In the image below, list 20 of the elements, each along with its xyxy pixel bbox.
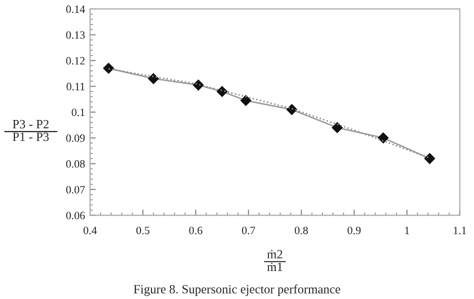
- x-tick-label: 0.9: [348, 226, 361, 234]
- caption: Figure 8. Supersonic ejector performance: [134, 284, 340, 296]
- x-tick-label: 1: [405, 226, 410, 234]
- y-tick-label: 0.09: [66, 134, 85, 142]
- y-tick-label: 0.12: [66, 57, 85, 65]
- y-tick-label: 0.06: [66, 212, 85, 220]
- y-tick-label: 0.07: [66, 186, 85, 194]
- y-tick-label: 0.14: [66, 5, 86, 13]
- x-tick-label: 1.1: [454, 226, 466, 234]
- y-tick-label: 0.08: [66, 160, 85, 168]
- x-tick-label: 0.5: [136, 226, 150, 234]
- x-axis-title: ṁ2 ṁ1: [267, 250, 282, 271]
- y-tick-label: 0.1: [72, 108, 85, 116]
- y-tick-label: 0.11: [66, 82, 85, 90]
- x-tick-label: 0.8: [294, 226, 308, 234]
- x-tick-label: 0.6: [189, 226, 202, 234]
- x-tick-label: 0.7: [242, 226, 256, 234]
- y-axis-title: P3 - P2 P1 - P3: [12, 120, 49, 142]
- y-tick-label: 0.13: [66, 31, 85, 39]
- x-tick-label: 0.4: [84, 226, 97, 234]
